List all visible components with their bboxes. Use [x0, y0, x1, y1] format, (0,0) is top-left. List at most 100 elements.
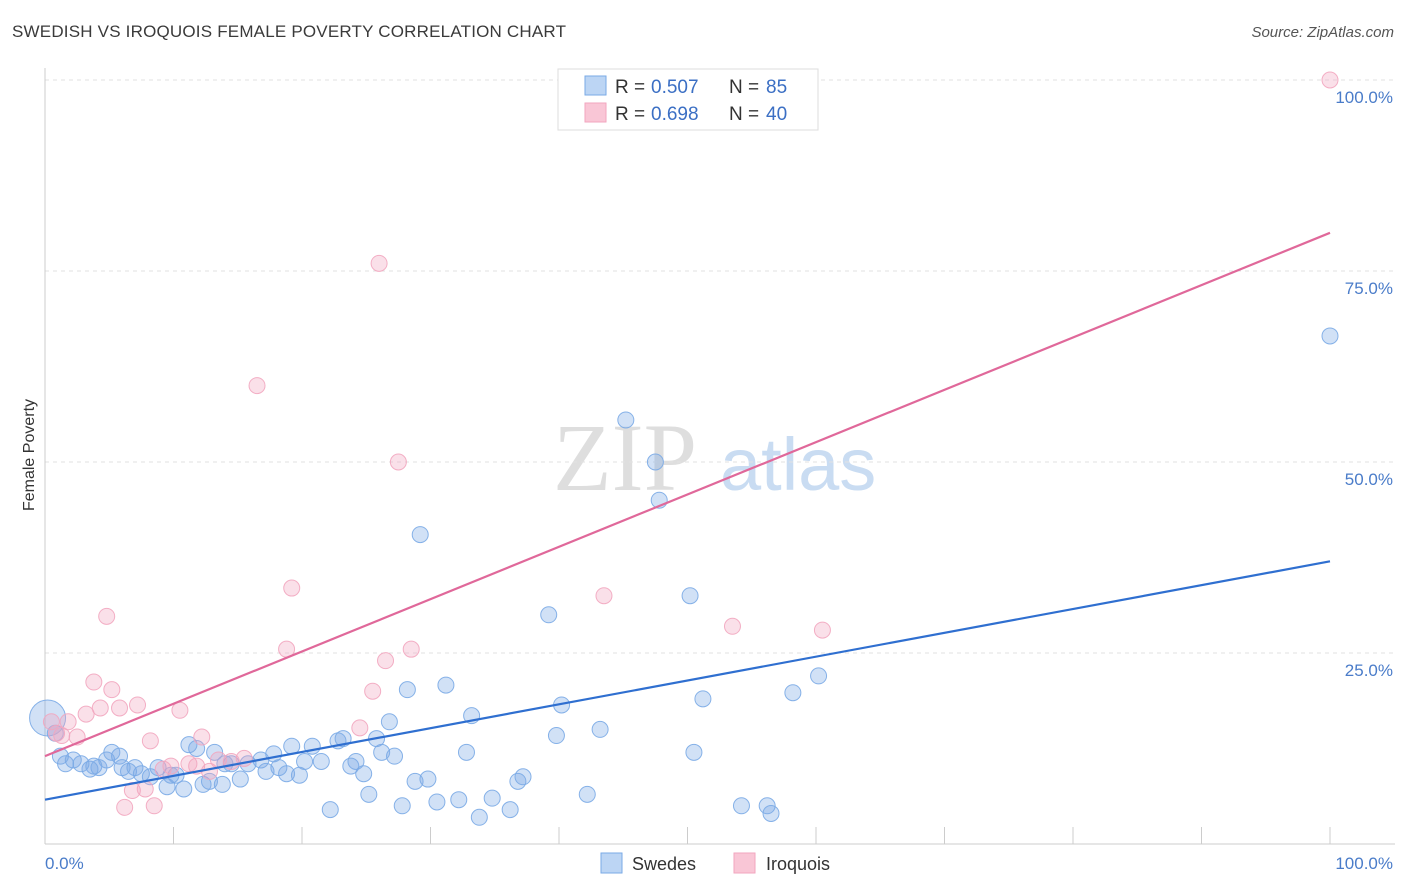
swedes-point	[312, 752, 330, 770]
iroquois-legend-label: Iroquois	[766, 854, 830, 874]
swedes-point	[501, 801, 519, 819]
swedes-legend-swatch	[584, 75, 607, 96]
y-tick-label: 25.0%	[1345, 661, 1393, 680]
swedes-point	[206, 743, 224, 761]
trend-lines	[44, 231, 1331, 801]
swedes-point	[758, 797, 776, 815]
iroquois-point	[141, 732, 159, 750]
swedes-point	[57, 755, 75, 773]
axes	[44, 68, 1395, 845]
iroquois-point	[1321, 71, 1339, 89]
swedes-point	[278, 765, 296, 783]
y-tick-label: 50.0%	[1345, 470, 1393, 489]
swedes-point	[732, 797, 750, 815]
iroquois-point	[377, 652, 395, 670]
swedes-point	[296, 752, 314, 770]
swedes-point	[342, 757, 360, 775]
grid-lines	[45, 79, 1395, 654]
swedes-point	[450, 791, 468, 809]
swedes-point	[685, 743, 703, 761]
swedes-point	[386, 747, 404, 765]
swedes-point	[175, 780, 193, 798]
swedes-n-value: 85	[766, 77, 787, 98]
chart-title: SWEDISH VS IROQUOIS FEMALE POVERTY CORRE…	[12, 22, 567, 41]
iroquois-point	[162, 757, 180, 775]
swedes-trend-line	[44, 560, 1331, 801]
y-tick-label: 75.0%	[1345, 279, 1393, 298]
swedes-point	[355, 765, 373, 783]
swedes-point	[126, 759, 144, 777]
iroquois-point	[136, 780, 154, 798]
swedes-point	[200, 772, 218, 790]
iroquois-r-value: 0.698	[651, 104, 699, 125]
swedes-n-label: N =	[729, 77, 759, 98]
swedes-point	[321, 801, 339, 819]
swedes-point	[103, 743, 121, 761]
swedes-point	[158, 778, 176, 796]
series-legend: Swedes Iroquois	[600, 852, 830, 874]
swedes-legend-label: Swedes	[632, 854, 696, 874]
iroquois-point	[129, 696, 147, 714]
swedes-point	[810, 667, 828, 685]
swedes-point	[617, 411, 635, 429]
swedes-point	[646, 453, 664, 471]
swedes-point	[762, 804, 780, 822]
iroquois-point	[351, 719, 369, 737]
swedes-point	[113, 759, 131, 777]
swedes-point	[419, 770, 437, 788]
swedes-point	[257, 762, 275, 780]
swedes-point	[578, 785, 596, 803]
iroquois-point	[723, 617, 741, 635]
swedes-r-label: R =	[615, 77, 645, 98]
swedes-point	[347, 752, 365, 770]
swedes-point	[411, 526, 429, 544]
iroquois-point	[98, 607, 116, 625]
swedes-point	[540, 606, 558, 624]
iroquois-point	[59, 713, 77, 731]
iroquois-point	[389, 453, 407, 471]
tick-labels: 25.0% 50.0% 75.0% 100.0% 0.0% 100.0%	[45, 88, 1393, 873]
iroquois-point	[103, 681, 121, 699]
stats-legend: R = 0.507 N = 85 R = 0.698 N = 40	[557, 68, 819, 131]
swedes-point	[681, 587, 699, 605]
iroquois-point	[77, 705, 95, 723]
swedes-point	[483, 789, 501, 807]
swedes-point	[470, 808, 488, 826]
iroquois-point	[283, 579, 301, 597]
iroquois-point	[364, 682, 382, 700]
iroquois-legend-swatch	[584, 102, 607, 123]
swedes-point	[64, 751, 82, 769]
y-axis-label: Female Poverty	[21, 399, 38, 511]
swedes-point	[373, 743, 391, 761]
swedes-point	[591, 720, 609, 738]
swedes-r-value: 0.507	[651, 77, 699, 98]
iroquois-point	[595, 587, 613, 605]
swedes-point	[180, 736, 198, 754]
swedes-point	[514, 768, 532, 786]
swedes-point	[457, 743, 475, 761]
swedes-point	[380, 713, 398, 731]
iroquois-point	[813, 621, 831, 639]
iroquois-trend-line	[44, 231, 1331, 758]
chart-source: Source: ZipAtlas.com	[1251, 24, 1394, 41]
iroquois-point	[370, 254, 388, 272]
iroquois-r-label: R =	[615, 104, 645, 125]
swedes-point	[547, 727, 565, 745]
y-tick-label: 100.0%	[1335, 88, 1393, 107]
x-tick-label: 100.0%	[1335, 854, 1393, 873]
swedes-points	[29, 327, 1339, 826]
watermark-atlas: atlas	[720, 423, 876, 506]
iroquois-point	[193, 728, 211, 746]
iroquois-n-value: 40	[766, 104, 787, 125]
swedes-point	[1321, 327, 1339, 345]
iroquois-point	[85, 673, 103, 691]
swedes-point	[509, 772, 527, 790]
iroquois-bottom-swatch	[733, 852, 756, 874]
swedes-point	[213, 775, 231, 793]
swedes-point	[437, 676, 455, 694]
iroquois-point	[91, 699, 109, 717]
swedes-point	[694, 690, 712, 708]
x-tick-label: 0.0%	[45, 854, 84, 873]
swedes-point	[393, 797, 411, 815]
